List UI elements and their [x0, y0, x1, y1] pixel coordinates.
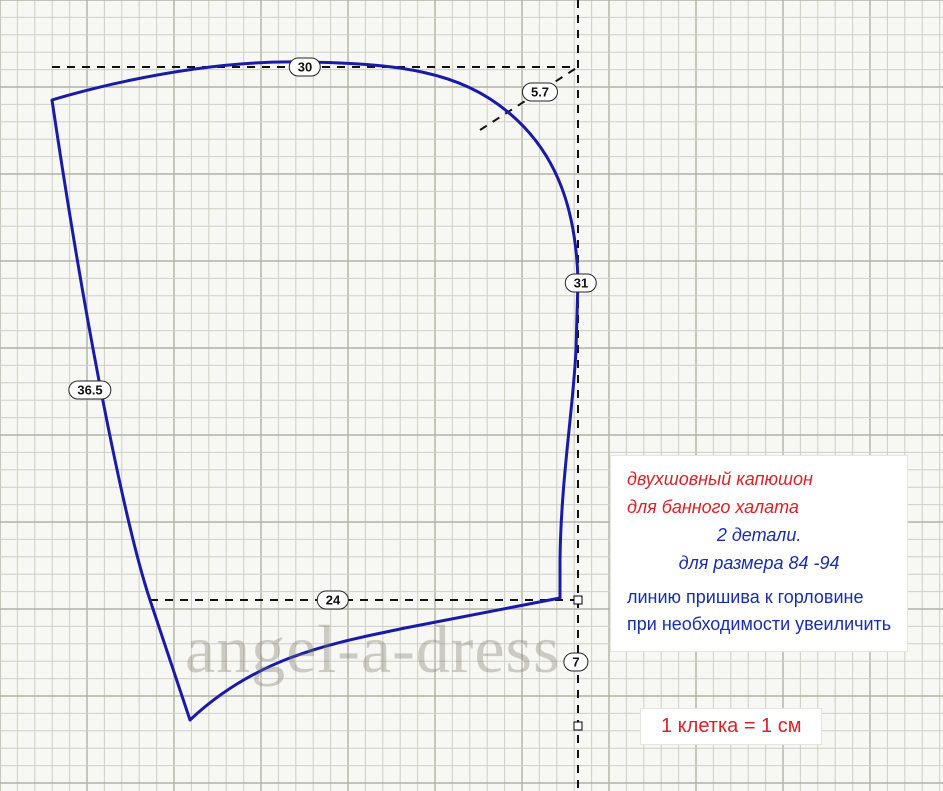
label-right-7: 7	[563, 653, 588, 672]
guides	[52, 0, 578, 791]
diagram-stage: angel-a-dress 30 5.7 31 36.5 24 7 двухшо…	[0, 0, 943, 791]
label-diag-57: 5.7	[522, 83, 558, 102]
guide-handle	[574, 722, 583, 731]
info-line: 2 детали.	[627, 522, 891, 550]
info-line: двухшовный капюшон	[627, 466, 891, 494]
guide-handle	[574, 596, 583, 605]
diagram-svg	[0, 0, 943, 791]
info-box: двухшовный капюшондля банного халата2 де…	[610, 455, 908, 652]
scale-note: 1 клетка = 1 см	[640, 708, 822, 745]
info-line: линию пришива к горловине	[627, 584, 891, 612]
pattern-outline	[52, 62, 578, 720]
label-top-30: 30	[289, 58, 321, 77]
label-right-31: 31	[565, 274, 597, 293]
info-line: для банного халата	[627, 494, 891, 522]
label-left-365: 36.5	[68, 381, 111, 400]
grid	[0, 0, 943, 791]
info-line: при необходимости увеиличить	[627, 611, 891, 639]
info-line: для размера 84 -94	[627, 550, 891, 578]
label-bottom-24: 24	[317, 591, 349, 610]
